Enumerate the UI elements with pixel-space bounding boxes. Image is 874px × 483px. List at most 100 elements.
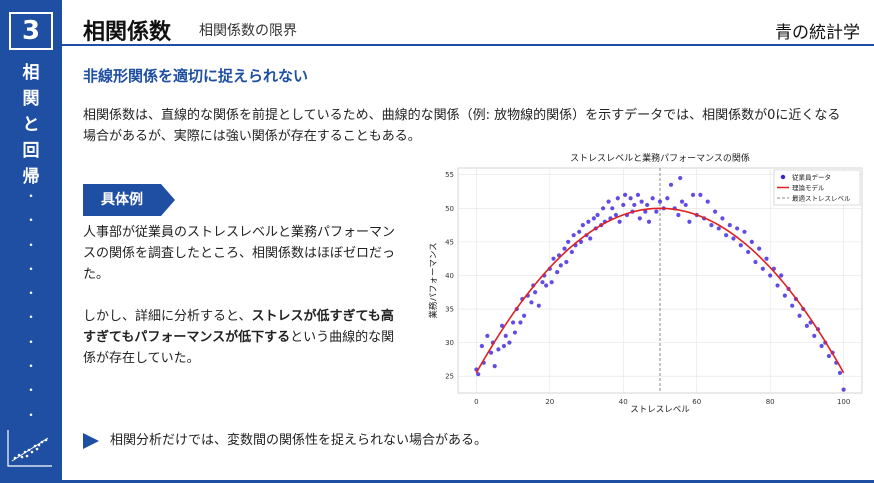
data-point (617, 219, 622, 224)
vertical-title-char: 帰 (22, 167, 40, 187)
data-point (690, 192, 696, 197)
example-body: 人事部が従業員のストレスレベルと業務パフォーマンスの関係を調査したところ、相関係… (83, 222, 398, 369)
sidebar-dot: ・ (24, 189, 37, 203)
data-point (632, 202, 637, 208)
chapter-number: 3 (9, 12, 53, 50)
data-point (588, 236, 593, 241)
sidebar-dots: ・ ・ ・ ・ ・ ・ ・ ・ ・ ・ (0, 184, 62, 427)
data-point (749, 239, 754, 244)
y-tick-label: 35 (445, 306, 454, 314)
x-tick-label: 100 (837, 398, 850, 406)
data-point (720, 216, 725, 221)
data-point (782, 293, 787, 298)
data-point (637, 216, 642, 221)
data-point (657, 199, 663, 204)
data-point (595, 212, 600, 218)
y-tick-label: 30 (445, 339, 454, 347)
data-point (678, 175, 683, 181)
data-point (564, 259, 569, 265)
data-point (775, 283, 780, 288)
data-point (768, 273, 773, 278)
data-point (764, 256, 769, 261)
page-title: 相関係数 (83, 20, 172, 45)
data-point (735, 226, 740, 231)
example-paragraph-2: しかし、詳細に分析すると、ストレスが低すぎても高すぎてもパフォーマンスが低下する… (83, 306, 398, 369)
data-point (760, 266, 765, 271)
y-tick-label: 25 (445, 373, 454, 381)
chart: 0 20 40 60 80 100 25 30 35 40 45 50 55 ストレスレベルと業務パフォー… (425, 148, 872, 420)
data-point (731, 236, 736, 241)
data-point (488, 350, 494, 355)
data-point (529, 300, 534, 305)
data-point (645, 202, 650, 208)
example-tag-arrow-shape (83, 184, 175, 216)
data-point (540, 280, 545, 285)
header (62, 0, 874, 58)
legend-label: 最適ストレスレベル (792, 194, 851, 203)
data-point (510, 320, 516, 325)
x-tick-label: 0 (474, 398, 478, 406)
data-point (600, 206, 606, 211)
data-point (518, 320, 523, 325)
data-point (496, 347, 501, 352)
x-tick-label: 20 (545, 398, 554, 406)
vertical-title-char: 関 (22, 89, 40, 109)
vertical-chapter-title: 相 関 と 回 帰 (0, 60, 62, 190)
data-point (698, 192, 703, 197)
data-point (479, 343, 484, 349)
data-point (586, 219, 591, 224)
header-divider (62, 44, 874, 46)
data-point (628, 196, 633, 201)
data-point (591, 216, 596, 221)
data-point (485, 333, 490, 339)
data-point (757, 246, 762, 251)
data-point (621, 202, 626, 208)
legend-label: 従業員データ (792, 173, 831, 182)
data-point (533, 290, 538, 295)
scatter-plot-icon (7, 430, 52, 467)
chart-title: ストレスレベルと業務パフォーマンスの関係 (570, 152, 750, 164)
data-point (499, 323, 505, 328)
data-point (712, 209, 718, 214)
example-tag: 具体例 (83, 184, 175, 216)
data-point (679, 199, 685, 204)
x-tick-label: 40 (619, 398, 628, 406)
data-point (551, 256, 556, 261)
data-point (639, 199, 644, 204)
data-point (580, 222, 585, 228)
data-point (716, 226, 721, 231)
vertical-title-char: 相 (22, 63, 40, 83)
conclusion-arrow-icon (83, 433, 99, 449)
data-point (507, 340, 512, 345)
data-point (812, 333, 817, 339)
legend-label: 理論モデル (792, 183, 825, 192)
data-point (687, 219, 692, 224)
sidebar-dot: ・ (24, 213, 37, 228)
data-point (727, 222, 732, 228)
chart-svg: 0 20 40 60 80 100 25 30 35 40 45 50 55 ストレスレベルと業務パフォー… (428, 152, 863, 415)
data-point (643, 209, 648, 214)
data-point (558, 263, 563, 268)
sidebar-dot: ・ (24, 310, 37, 325)
legend-box (773, 169, 861, 206)
data-point (492, 364, 497, 369)
data-point (819, 343, 824, 349)
sidebar: 3 相 関 と 回 帰 ・ ・ ・ ・ ・ ・ ・ ・ ・ ・ (0, 0, 62, 483)
data-point (804, 323, 810, 328)
y-axis-label: 業務パフォーマンス (428, 242, 439, 318)
sidebar-dot: ・ (24, 334, 37, 349)
sidebar-dot: ・ (24, 237, 37, 252)
data-point (503, 333, 508, 339)
data-point (578, 239, 584, 244)
data-point (826, 353, 832, 359)
data-point (646, 219, 652, 224)
y-tick-label: 55 (445, 171, 454, 179)
data-point (613, 212, 619, 218)
x-tick-label: 80 (766, 398, 775, 406)
data-point (569, 249, 574, 255)
sidebar-dot: ・ (24, 261, 37, 276)
example-tag-label: 具体例 (101, 192, 143, 208)
data-point (724, 233, 729, 238)
y-tick-label: 40 (445, 272, 454, 280)
data-point (779, 273, 784, 278)
